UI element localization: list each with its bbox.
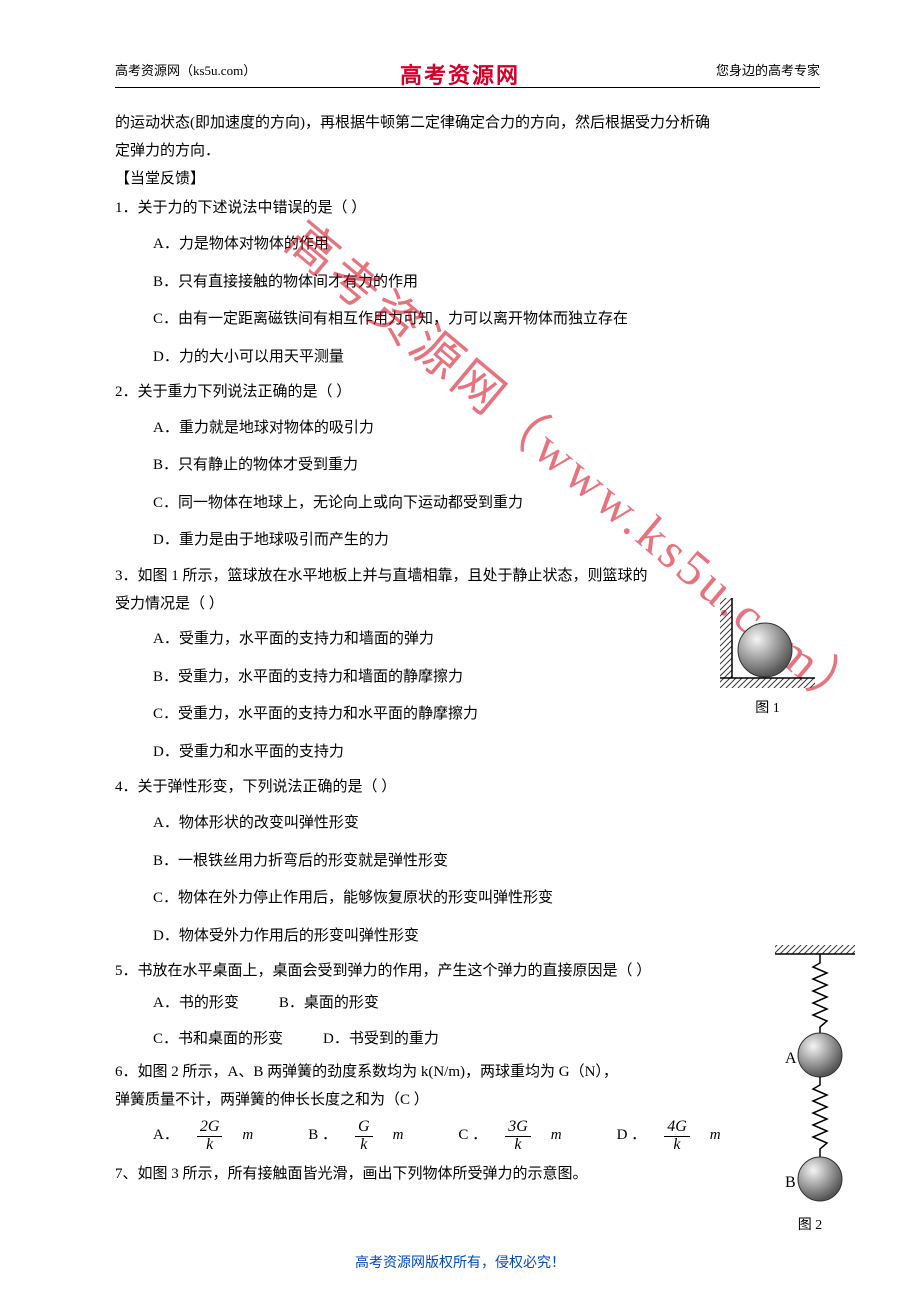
q5-opt-b: B．桌面的形变 bbox=[279, 990, 379, 1018]
q6-opt-a-label: A． bbox=[153, 1122, 179, 1150]
q3-stem-1: 3．如图 1 所示，篮球放在水平地板上并与直墙相靠，且处于静止状态，则篮球的 bbox=[115, 563, 820, 591]
q6-opt-c-frac: 3G k bbox=[505, 1119, 531, 1154]
q1-stem: 1．关于力的下述说法中错误的是（ ） bbox=[115, 195, 820, 223]
q4-opt-a: A．物体形状的改变叫弹性形变 bbox=[153, 808, 820, 840]
q6-d-suf: m bbox=[710, 1122, 721, 1150]
figure-2-svg: A B bbox=[765, 945, 855, 1205]
q6-opt-b-label: B ． bbox=[308, 1122, 337, 1150]
section-title: 【当堂反馈】 bbox=[115, 166, 820, 194]
header-right: 您身边的高考专家 bbox=[716, 60, 820, 79]
intro-line1: 的运动状态(即加速度的方向)，再根据牛顿第二定律确定合力的方向，然后根据受力分析… bbox=[115, 110, 820, 138]
q6-c-den: k bbox=[505, 1137, 531, 1154]
q6-c-num: 3G bbox=[505, 1119, 531, 1137]
q5-opt-a: A．书的形变 bbox=[153, 990, 239, 1018]
q2-opt-c: C．同一物体在地球上，无论向上或向下运动都受到重力 bbox=[153, 488, 820, 520]
q6-a-num: 2G bbox=[197, 1119, 223, 1137]
q6-a-den: k bbox=[197, 1137, 223, 1154]
figure-2-label-a: A bbox=[785, 1050, 797, 1067]
q5-options-row1: A．书的形变 B．桌面的形变 bbox=[115, 986, 820, 1022]
q6-opt-a: A． 2G k m bbox=[153, 1119, 253, 1154]
q1-options: A．力是物体对物体的作用 B．只有直接接触的物体间才有力的作用 C．由有一定距离… bbox=[115, 229, 820, 373]
q5-opt-c: C．书和桌面的形变 bbox=[153, 1026, 283, 1054]
q6-stem-1: 6．如图 2 所示，A、B 两弹簧的劲度系数均为 k(N/m)，两球重均为 G（… bbox=[115, 1059, 820, 1087]
q4-opt-b: B．一根铁丝用力折弯后的形变就是弹性形变 bbox=[153, 846, 820, 878]
q2-opt-d: D．重力是由于地球吸引而产生的力 bbox=[153, 525, 820, 557]
figure-1-svg bbox=[720, 598, 815, 688]
body: 的运动状态(即加速度的方向)，再根据牛顿第二定律确定合力的方向，然后根据受力分析… bbox=[115, 110, 820, 1189]
q6-a-suf: m bbox=[242, 1122, 253, 1150]
header-center: 高考资源网 bbox=[400, 58, 520, 90]
q4-opt-c: C．物体在外力停止作用后，能够恢复原状的形变叫弹性形变 bbox=[153, 883, 820, 915]
q1-opt-c: C．由有一定距离磁铁间有相互作用力可知，力可以离开物体而独立存在 bbox=[153, 304, 820, 336]
q5-stem: 5．书放在水平桌面上，桌面会受到弹力的作用，产生这个弹力的直接原因是（ ） bbox=[115, 958, 820, 986]
q3-stem-2: 受力情况是（ ） bbox=[115, 591, 820, 619]
q6-opt-c-label: C ． bbox=[458, 1122, 487, 1150]
q5-opt-d: D．书受到的重力 bbox=[323, 1026, 439, 1054]
header-left: 高考资源网（ks5u.com） bbox=[115, 60, 256, 79]
q3-opt-d: D．受重力和水平面的支持力 bbox=[153, 737, 820, 769]
q4-opt-d: D．物体受外力作用后的形变叫弹性形变 bbox=[153, 921, 820, 953]
figure-1: 图 1 bbox=[720, 598, 815, 717]
q1-opt-a: A．力是物体对物体的作用 bbox=[153, 229, 820, 261]
q6-d-den: k bbox=[664, 1137, 690, 1154]
q6-opt-d-label: D ． bbox=[617, 1122, 647, 1150]
figure-2: A B 图 2 bbox=[765, 945, 855, 1234]
q3-options: A．受重力，水平面的支持力和墙面的弹力 B．受重力，水平面的支持力和墙面的静摩擦… bbox=[115, 624, 820, 768]
q6-opt-d-frac: 4G k bbox=[664, 1119, 690, 1154]
q4-options: A．物体形状的改变叫弹性形变 B．一根铁丝用力折弯后的形变就是弹性形变 C．物体… bbox=[115, 808, 820, 952]
q6-opt-d: D ． 4G k m bbox=[617, 1119, 721, 1154]
q2-opt-b: B．只有静止的物体才受到重力 bbox=[153, 450, 820, 482]
intro-line2: 定弹力的方向． bbox=[115, 138, 820, 166]
figure-2-label-b: B bbox=[785, 1174, 796, 1191]
q6-b-den: k bbox=[355, 1137, 373, 1154]
q7-stem: 7、如图 3 所示，所有接触面皆光滑，画出下列物体所受弹力的示意图。 bbox=[115, 1161, 820, 1189]
q5-options-row2: C．书和桌面的形变 D．书受到的重力 bbox=[115, 1022, 820, 1058]
q6-opt-b: B ． G k m bbox=[308, 1119, 403, 1154]
q2-stem: 2．关于重力下列说法正确的是（ ） bbox=[115, 379, 820, 407]
q6-c-suf: m bbox=[551, 1122, 562, 1150]
q6-stem-2: 弹簧质量不计，两弹簧的伸长长度之和为（C ） bbox=[115, 1087, 820, 1115]
q6-b-num: G bbox=[355, 1119, 373, 1137]
q1-opt-b: B．只有直接接触的物体间才有力的作用 bbox=[153, 267, 820, 299]
figure-1-caption: 图 1 bbox=[720, 697, 815, 717]
q2-options: A．重力就是地球对物体的吸引力 B．只有静止的物体才受到重力 C．同一物体在地球… bbox=[115, 413, 820, 557]
q6-d-num: 4G bbox=[664, 1119, 690, 1137]
q1-opt-d: D．力的大小可以用天平测量 bbox=[153, 342, 820, 374]
q6-b-suf: m bbox=[393, 1122, 404, 1150]
q6-opt-a-frac: 2G k bbox=[197, 1119, 223, 1154]
q4-stem: 4．关于弹性形变，下列说法正确的是（ ） bbox=[115, 774, 820, 802]
figure-2-caption: 图 2 bbox=[765, 1214, 855, 1234]
q2-opt-a: A．重力就是地球对物体的吸引力 bbox=[153, 413, 820, 445]
q6-options: A． 2G k m B ． G k m C ． 3G k m bbox=[115, 1119, 820, 1154]
page-footer: 高考资源网版权所有，侵权必究！ bbox=[0, 1252, 920, 1272]
page: 高考资源网（www.ks5u.com） 高考资源网（ks5u.com） 您身边的… bbox=[0, 0, 920, 1302]
q6-opt-c: C ． 3G k m bbox=[458, 1119, 561, 1154]
q6-opt-b-frac: G k bbox=[355, 1119, 373, 1154]
